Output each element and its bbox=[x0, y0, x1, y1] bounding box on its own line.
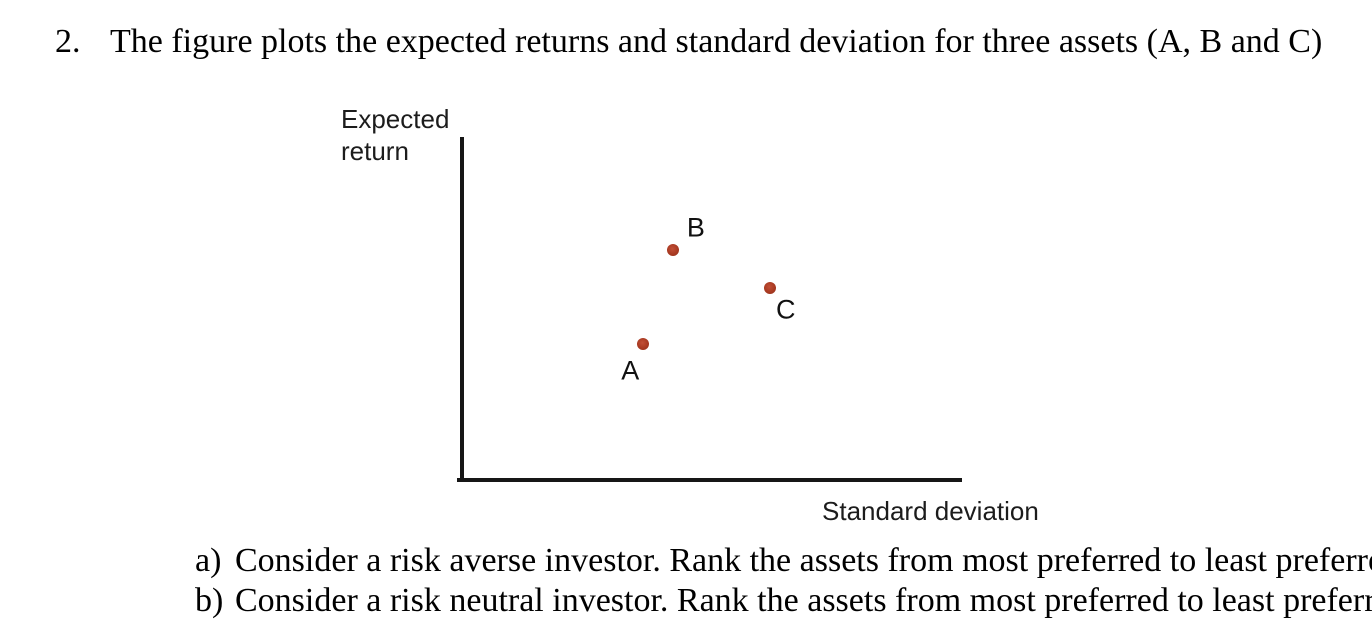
subquestion-b-text: Consider a risk neutral investor. Rank t… bbox=[235, 582, 1372, 619]
question-number: 2. bbox=[55, 23, 81, 60]
subquestion-a-marker: a) bbox=[195, 542, 222, 579]
plot-area: A B C bbox=[460, 137, 962, 478]
x-axis-label: Standard deviation bbox=[822, 496, 1039, 526]
y-axis-line bbox=[460, 137, 464, 482]
y-axis-label-line1: Expected bbox=[341, 104, 450, 134]
y-axis-label: Expected return bbox=[341, 103, 449, 167]
subquestion-b: b) Consider a risk neutral investor. Rank… bbox=[195, 581, 1372, 621]
subquestion-a: a) Consider a risk averse investor. Rank … bbox=[195, 541, 1372, 581]
question-title: 2. The figure plots the expected returns … bbox=[55, 22, 1322, 62]
x-axis-line bbox=[457, 478, 962, 482]
point-label-b: B bbox=[686, 212, 705, 243]
data-point-c bbox=[763, 282, 776, 295]
data-point-a bbox=[637, 337, 650, 350]
data-point-b bbox=[666, 243, 679, 256]
y-axis-label-line2: return bbox=[341, 136, 409, 166]
subquestion-b-marker: b) bbox=[195, 582, 224, 619]
point-label-c: C bbox=[775, 294, 796, 325]
question-text: The figure plots the expected returns an… bbox=[110, 23, 1323, 60]
point-label-a: A bbox=[621, 355, 640, 386]
subquestion-a-text: Consider a risk averse investor. Rank th… bbox=[235, 542, 1372, 579]
